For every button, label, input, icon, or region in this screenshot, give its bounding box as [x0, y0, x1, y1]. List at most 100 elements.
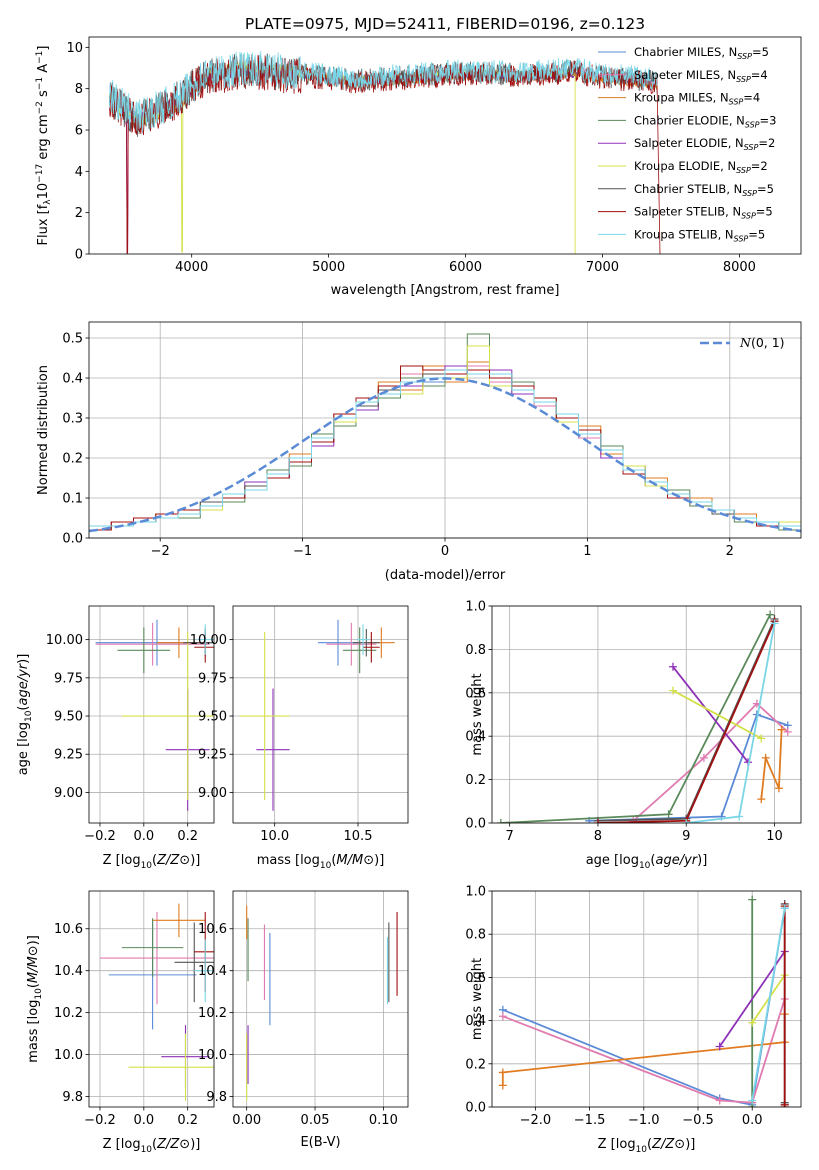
weight-line-kroupa-elodie: [751, 974, 786, 1024]
weight-marker: [761, 753, 770, 762]
y-tick-label: 0.3: [62, 412, 83, 427]
y-tick-label: 9.8: [62, 1090, 83, 1105]
y-tick-label: 6: [75, 124, 83, 139]
y-tick-label: 0.8: [465, 643, 486, 658]
x-tick-label: 8: [594, 829, 602, 844]
legend-entry: Salpeter MILES, NSSP=4: [634, 68, 768, 84]
weight-marker: [748, 1096, 757, 1105]
axes-frame: [232, 890, 409, 1108]
legend-entry: Chabrier MILES, NSSP=5: [634, 45, 769, 61]
x-tick-label: 5000: [312, 260, 345, 275]
x-tick-label: −1.5: [574, 1113, 606, 1128]
x-tick-label: 10: [766, 829, 783, 844]
residual-histogram-panel: −2 −1 0 1 2 0.0 0.1 0.2 0.3 0.4 0.5 (data-model)/er…: [36, 321, 802, 583]
x-tick-label: 0.00: [232, 1113, 261, 1128]
x-tick-label: 10.0: [260, 829, 289, 844]
spectrum-kroupa-stelib: [109, 50, 658, 133]
errorbar-chabrier-elodie: [343, 627, 377, 674]
weight-marker: [735, 812, 744, 821]
y-tick-label: 0.4: [62, 372, 83, 387]
mass-vs-ebv-panel: 0.00 0.05 0.10 9.8 10.0 10.2 10.4 10.6 E(B-V): [198, 890, 409, 1150]
legend-entry: Chabrier STELIB, NSSP=5: [634, 182, 774, 198]
x-axis-label: E(B-V): [300, 1135, 340, 1150]
weight-marker: [668, 662, 677, 671]
weight-marker: [498, 1012, 507, 1021]
y-tick-label: 0.6: [465, 686, 486, 701]
weight-marker: [780, 904, 789, 913]
x-tick-label: 7000: [586, 260, 619, 275]
y-tick-label: 9.25: [198, 748, 227, 763]
weight-line-salpeter-elodie: [672, 666, 749, 763]
y-tick-label: 2: [75, 206, 83, 221]
x-axis-label: Z [log10(Z/Z⊙)]: [103, 853, 201, 871]
weight-line-kroupa-miles: [760, 729, 783, 800]
x-axis-label: mass [log10(M/M⊙)]: [257, 853, 385, 871]
axes-frame: [88, 605, 215, 824]
weight-marker: [766, 610, 775, 619]
weight-marker: [664, 810, 673, 819]
errorbar-chabrier-elodie: [121, 918, 184, 977]
y-tick-label: 0.2: [465, 1057, 486, 1072]
legend-entry: Kroupa STELIB, NSSP=5: [634, 227, 765, 243]
y-tick-label: 9.75: [198, 671, 227, 686]
y-tick-label: 9.75: [54, 671, 83, 686]
mass-vs-metallicity-panel: −0.2 0.0 0.2 9.8 10.0 10.2 10.4 10.6 Z [log10(Z/…: [26, 890, 215, 1155]
errorbar-kroupa-stelib: [356, 624, 370, 655]
y-tick-label: 9.50: [198, 710, 227, 725]
axes-frame: [88, 36, 802, 255]
weight-marker: [496, 819, 505, 823]
weight-lines: [496, 610, 792, 823]
y-axis-label: mass weight: [470, 673, 485, 755]
weight-line-kroupa-elodie: [672, 689, 762, 740]
weight-lines: [498, 895, 789, 1107]
weight-marker: [699, 753, 708, 762]
axes-frame: [491, 890, 802, 1108]
y-tick-label: 10.00: [190, 633, 227, 648]
weight-marker: [498, 1081, 507, 1090]
y-tick-label: 10.4: [54, 964, 83, 979]
errorbar-salpeter-stelib: [363, 631, 380, 663]
chart-title: PLATE=0975, MJD=52411, FIBERID=0196, z=0…: [245, 15, 645, 33]
weight-marker: [498, 1068, 507, 1077]
weight-marker: [757, 795, 766, 804]
histogram-steps: [89, 333, 801, 531]
y-tick-label: 9.25: [54, 748, 83, 763]
grid-lines: [89, 891, 214, 1107]
x-axis-label: wavelength [Angstrom, rest frame]: [331, 283, 560, 298]
x-tick-label: −0.2: [84, 1113, 116, 1128]
errorbar-points: [99, 903, 214, 1101]
axes-frame: [88, 890, 215, 1108]
age-vs-mass-panel: 10.0 10.5 9.00 9.25 9.50 9.75 10.00 mass [log10…: [190, 605, 409, 871]
y-tick-label: 0.0: [62, 532, 83, 547]
errorbar-salpeter-miles: [326, 622, 377, 666]
errorbar-chabrier-stelib: [174, 922, 214, 1003]
y-tick-label: 10.6: [198, 922, 227, 937]
weight-line-salpeter-miles: [632, 702, 789, 822]
errorbar-kroupa-elodie: [239, 631, 290, 801]
weight-marker: [748, 895, 757, 904]
y-tick-label: 0.1: [62, 492, 83, 507]
y-axis-label: mass [log10(M/M⊙)]: [26, 935, 44, 1063]
errorbar-kroupa-elodie: [121, 631, 214, 801]
errorbar-points: [239, 619, 395, 811]
y-tick-label: 10.0: [54, 1048, 83, 1063]
weight-marker: [668, 686, 677, 695]
y-tick-label: 9.50: [54, 710, 83, 725]
weight-marker: [757, 734, 766, 743]
errorbar-salpeter-elodie: [256, 688, 290, 811]
axes-frame: [232, 605, 409, 824]
x-tick-label: 0: [441, 544, 449, 559]
x-tick-label: 10.5: [344, 829, 373, 844]
y-tick-label: 8: [75, 82, 83, 97]
x-tick-label: 0.05: [301, 1113, 330, 1128]
x-tick-label: 9: [682, 829, 690, 844]
y-tick-label: 1.0: [465, 600, 486, 615]
x-axis-label: Z [log10(Z/Z⊙)]: [103, 1137, 201, 1155]
y-tick-label: 10.4: [198, 964, 227, 979]
weight-marker: [774, 784, 783, 793]
legend-entry: Kroupa ELODIE, NSSP=2: [634, 159, 768, 175]
weight-marker: [777, 725, 786, 734]
gaussian-reference-curve: [88, 377, 802, 533]
x-tick-label: −2: [151, 544, 170, 559]
